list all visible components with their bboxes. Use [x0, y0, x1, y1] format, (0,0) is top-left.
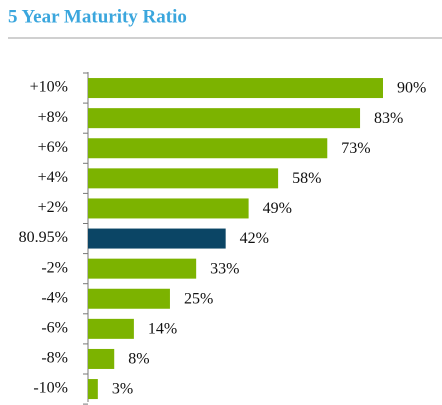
y-tick-label: -6% — [41, 320, 68, 337]
y-tick-label: +10% — [30, 79, 68, 96]
y-tick-label: +4% — [38, 169, 68, 186]
bar — [88, 168, 279, 189]
bar — [88, 198, 249, 219]
bar — [88, 288, 170, 309]
y-tick-label: +6% — [38, 139, 68, 156]
chart-title: 5 Year Maturity Ratio — [8, 6, 187, 27]
y-tick-label: -10% — [33, 380, 68, 397]
y-tick-label: -2% — [41, 259, 68, 276]
value-label: 25% — [184, 290, 213, 307]
y-tick-label: -8% — [41, 350, 68, 367]
bar — [88, 258, 197, 279]
value-label: 14% — [148, 321, 177, 338]
y-tick-label: 80.95% — [19, 229, 68, 246]
bar — [88, 108, 361, 129]
y-tick-label: -4% — [41, 289, 68, 306]
bar — [88, 138, 328, 159]
value-label: 3% — [112, 381, 133, 398]
bar — [88, 78, 383, 99]
value-label: 8% — [128, 351, 149, 368]
value-label: 73% — [341, 140, 370, 157]
bar — [88, 379, 98, 400]
y-tick-label: +8% — [38, 109, 68, 126]
value-label: 33% — [210, 260, 239, 277]
value-label: 49% — [263, 200, 292, 217]
value-label: 83% — [374, 110, 403, 127]
bar — [88, 348, 115, 369]
value-label: 42% — [240, 230, 269, 247]
value-label: 90% — [397, 80, 426, 97]
y-tick-label: +2% — [38, 199, 68, 216]
bar — [88, 318, 134, 339]
bar — [88, 228, 226, 249]
value-label: 58% — [292, 170, 321, 187]
